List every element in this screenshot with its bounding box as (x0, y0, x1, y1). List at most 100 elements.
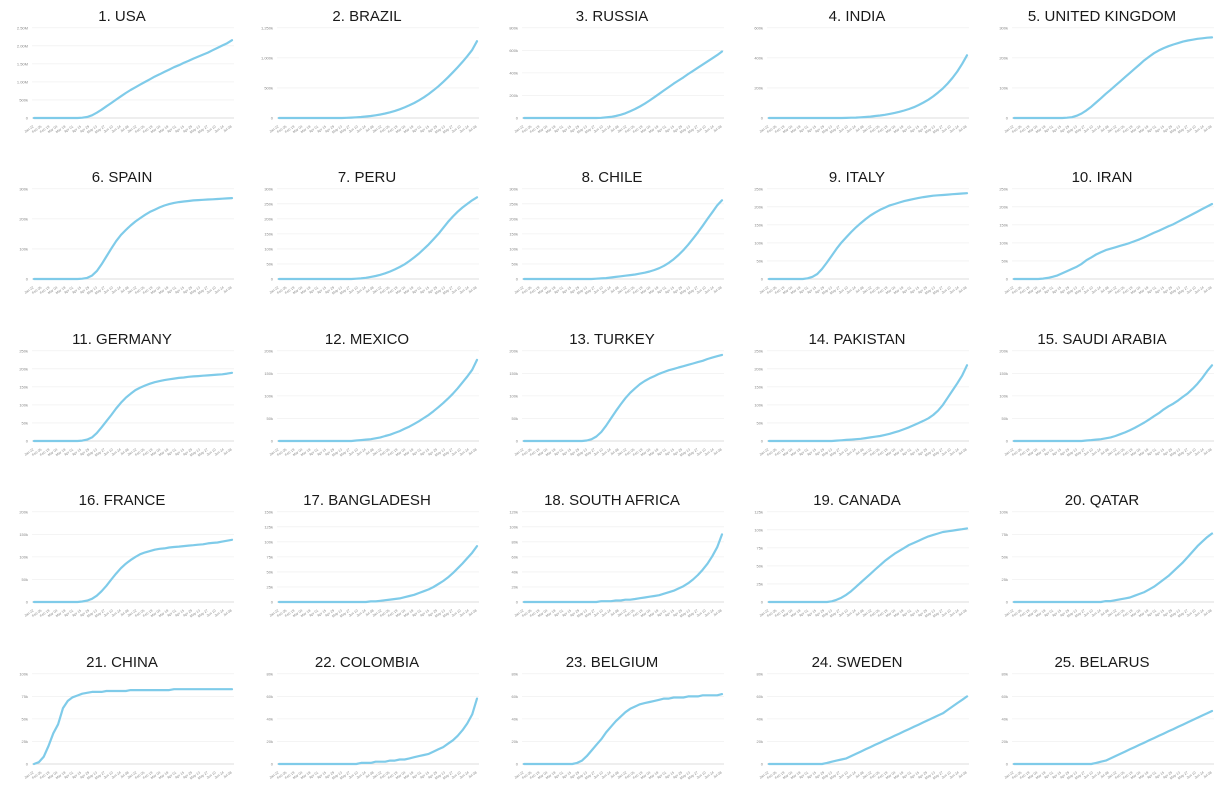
x-tick-label: Apr 01 (901, 609, 912, 618)
x-tick-label: Apr 01 (1146, 609, 1157, 618)
x-tick-label: Jan 22 (24, 770, 35, 779)
x-tick-label: Apr 15 (174, 286, 185, 295)
x-tick-label: Apr 01 (553, 286, 564, 295)
x-tick-label: Jun 24 (1194, 125, 1205, 134)
x-tick-label: Mar 04 (1027, 286, 1038, 296)
chart-title: 10. IRAN (1071, 169, 1133, 187)
x-tick-label: Jun 10 (451, 770, 462, 779)
x-tick-label: Apr 01 (1043, 447, 1054, 456)
x-tick-label: Jun 10 (103, 609, 114, 618)
country-chart: 0 200k 400k 600k Jan 22 Feb 05 Feb 19 Mar 04 Mar… (737, 0, 977, 156)
x-tick-label: Jan 22 (862, 286, 873, 295)
country-chart: 0 50k 100k 150k 200k 250k 300k Jan 22 Feb 05 Feb … (492, 161, 732, 317)
x-tick-label: May 13 (86, 447, 98, 457)
x-tick-label: Jan 22 (617, 609, 628, 618)
series-line (277, 697, 479, 765)
country-chart: 0 100k 200k 300k Jan 22 Feb 05 Feb 19 Mar 04 Mar… (2, 161, 242, 317)
x-tick-label: Mar 04 (292, 286, 303, 296)
y-tick-label: 2.00M (17, 43, 28, 48)
y-tick-label: 200k (19, 510, 28, 515)
x-tick-label: May 13 (679, 770, 691, 780)
y-tick-label: 0 (516, 600, 519, 605)
x-tick-label: Jul 08 (223, 286, 233, 295)
chart-title: 3. RUSSIA (575, 8, 649, 25)
x-tick-label: May 13 (189, 125, 201, 135)
x-tick-label: Apr 01 (308, 447, 319, 456)
x-tick-label: Jan 22 (372, 447, 383, 456)
x-tick-label: Feb 19 (39, 609, 50, 619)
chart-title: 7. PERU (337, 169, 397, 187)
x-tick-label: Feb 19 (774, 609, 785, 619)
chart-title: 17. BANGLADESH (303, 492, 431, 510)
y-tick-label: 150k (264, 371, 273, 376)
x-tick-label: Jul 08 (223, 609, 233, 618)
x-tick-label: Jan 22 (514, 286, 525, 295)
series-line (522, 199, 724, 281)
series-line (767, 694, 969, 765)
x-tick-label: Jun 24 (704, 286, 715, 295)
x-tick-label: Mar 04 (47, 125, 58, 135)
x-tick-label: Mar 04 (537, 125, 548, 135)
x-tick-label: Jan 22 (514, 125, 525, 134)
x-tick-label: Jun 24 (601, 125, 612, 134)
x-tick-label: Mar 04 (782, 447, 793, 457)
x-tick-label: Jun 24 (1091, 447, 1102, 456)
x-tick-label: Jul 08 (120, 125, 130, 134)
x-tick-label: Apr 15 (806, 447, 817, 456)
x-tick-label: Jan 22 (269, 609, 280, 618)
x-tick-label: Apr 01 (63, 609, 74, 618)
x-tick-label: Feb 05 (521, 770, 532, 780)
x-tick-label: Apr 29 (1059, 286, 1070, 295)
x-tick-label: Apr 29 (79, 770, 90, 779)
x-tick-label: Mar 18 (790, 770, 801, 780)
x-tick-label: Apr 01 (308, 770, 319, 779)
x-tick-label: Mar 04 (292, 125, 303, 135)
y-tick-label: 75k (267, 555, 273, 560)
x-tick-label: May 27 (584, 609, 596, 619)
x-tick-label: Feb 05 (869, 770, 880, 780)
series-line (767, 54, 969, 120)
x-tick-label: May 27 (1177, 447, 1189, 457)
y-tick-label: 0 (1006, 116, 1009, 121)
x-tick-label: Feb 05 (1011, 447, 1022, 457)
x-tick-label: Apr 01 (1146, 286, 1157, 295)
x-tick-label: Feb 05 (1114, 609, 1125, 619)
x-tick-label: May 27 (687, 286, 699, 296)
x-tick-label: May 27 (829, 770, 841, 780)
x-tick-label: Feb 05 (379, 125, 390, 135)
y-tick-label: 2.50M (17, 25, 28, 30)
x-tick-label: Apr 01 (798, 125, 809, 134)
y-tick-label: 0 (1006, 277, 1009, 282)
x-tick-label: Jul 08 (1203, 286, 1213, 295)
x-tick-label: Apr 29 (427, 286, 438, 295)
x-tick-label: Jun 24 (1091, 770, 1102, 779)
x-tick-label: Apr 29 (569, 770, 580, 779)
x-tick-label: Apr 15 (664, 125, 675, 134)
x-tick-label: Jun 10 (451, 447, 462, 456)
y-tick-label: 0 (761, 761, 764, 766)
x-tick-label: Mar 18 (648, 609, 659, 619)
x-tick-label: Feb 19 (387, 609, 398, 619)
x-tick-label: May 27 (687, 770, 699, 780)
x-tick-label: Mar 18 (648, 286, 659, 296)
x-tick-label: Apr 01 (553, 447, 564, 456)
x-tick-label: Jul 08 (365, 286, 375, 295)
x-tick-label: Jun 24 (356, 286, 367, 295)
x-tick-label: Jul 08 (1203, 447, 1213, 456)
y-tick-label: 50k (512, 262, 518, 267)
x-tick-label: Apr 01 (901, 770, 912, 779)
x-tick-label: Apr 15 (174, 125, 185, 134)
x-tick-label: Apr 15 (316, 770, 327, 779)
x-tick-label: Mar 04 (1027, 770, 1038, 780)
x-tick-label: Jun 24 (356, 447, 367, 456)
x-tick-label: May 27 (932, 609, 944, 619)
x-tick-label: Mar 04 (395, 286, 406, 296)
x-tick-label: Apr 01 (166, 286, 177, 295)
x-tick-label: Feb 05 (1114, 770, 1125, 780)
x-tick-label: Mar 04 (885, 286, 896, 296)
x-tick-label: Jun 10 (206, 286, 217, 295)
x-tick-label: Feb 19 (632, 447, 643, 457)
x-tick-label: Mar 18 (158, 125, 169, 135)
